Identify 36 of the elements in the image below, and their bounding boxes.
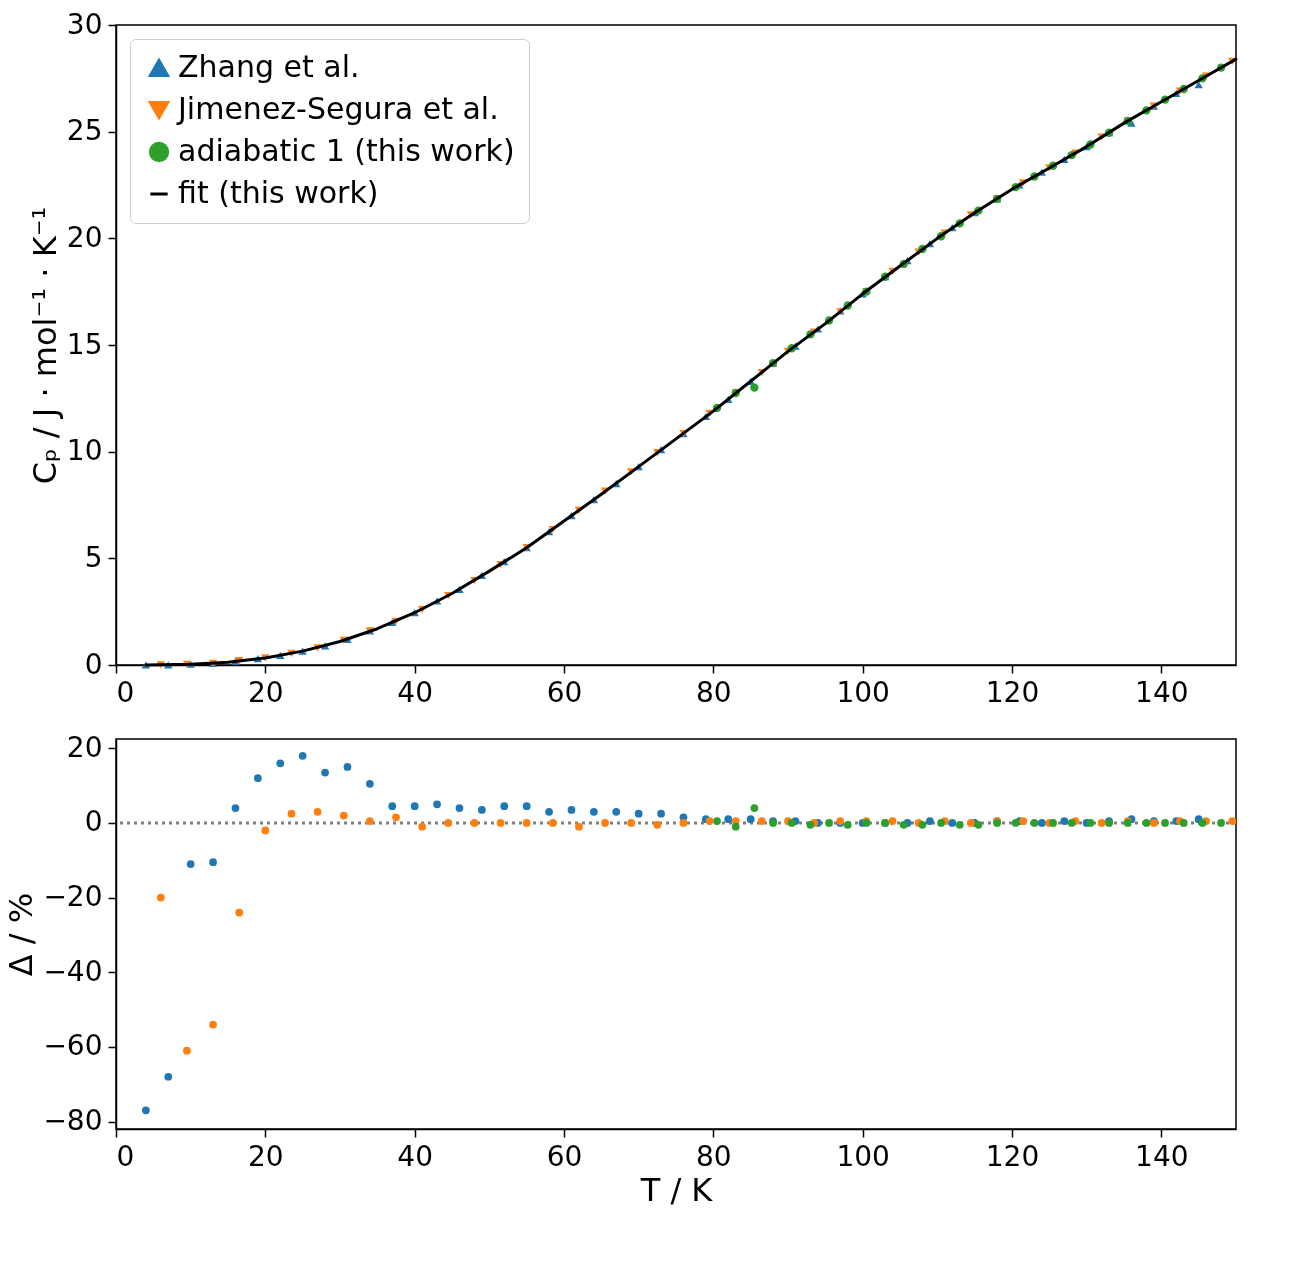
- x-tick-label: 120: [985, 1139, 1040, 1173]
- y-tick-label: 25: [66, 114, 103, 148]
- y-tick-label: 15: [66, 327, 103, 361]
- y-tick-label: −80: [43, 1104, 103, 1138]
- x-tick-label: 140: [1135, 1139, 1189, 1173]
- x-tick-label: 80: [696, 675, 732, 709]
- x-tick-label: 100: [836, 1139, 890, 1173]
- y-tick-label: −40: [43, 954, 103, 988]
- x-tick-label: 0: [116, 675, 135, 709]
- x-tick-label: 120: [985, 675, 1040, 709]
- x-tick-label: 40: [397, 1139, 433, 1173]
- legend-label: Zhang et al.: [178, 49, 360, 84]
- y-tick-label: 0: [84, 647, 103, 681]
- legend-label: adiabatic 1 (this work): [178, 133, 515, 168]
- x-tick-label: 20: [248, 1139, 284, 1173]
- x-tick-label: 60: [546, 1139, 583, 1173]
- legend-label: fit (this work): [178, 175, 379, 210]
- x-axis-title: T / K: [639, 1170, 714, 1209]
- legend-label: Jimenez-Segura et al.: [176, 91, 499, 126]
- x-tick-label: 0: [116, 1139, 135, 1173]
- x-tick-label: 140: [1135, 675, 1189, 709]
- y-axis-title: Cₚ / J · mol⁻¹ · K⁻¹: [25, 206, 64, 485]
- x-tick-label: 100: [836, 675, 890, 709]
- y-tick-label: 30: [66, 7, 103, 41]
- y-tick-label: 20: [66, 730, 103, 764]
- y-tick-label: 10: [66, 434, 103, 468]
- x-tick-label: 20: [248, 675, 284, 709]
- x-tick-label: 60: [546, 675, 583, 709]
- x-tick-label: 80: [696, 1139, 732, 1173]
- y-tick-label: 0: [84, 805, 103, 839]
- y-tick-label: −60: [43, 1029, 103, 1063]
- x-tick-label: 40: [397, 675, 433, 709]
- y-tick-label: −20: [43, 880, 103, 914]
- y-tick-label: 20: [66, 220, 103, 254]
- y-tick-label: 5: [84, 540, 103, 574]
- y-axis-title: Δ / %: [2, 892, 41, 977]
